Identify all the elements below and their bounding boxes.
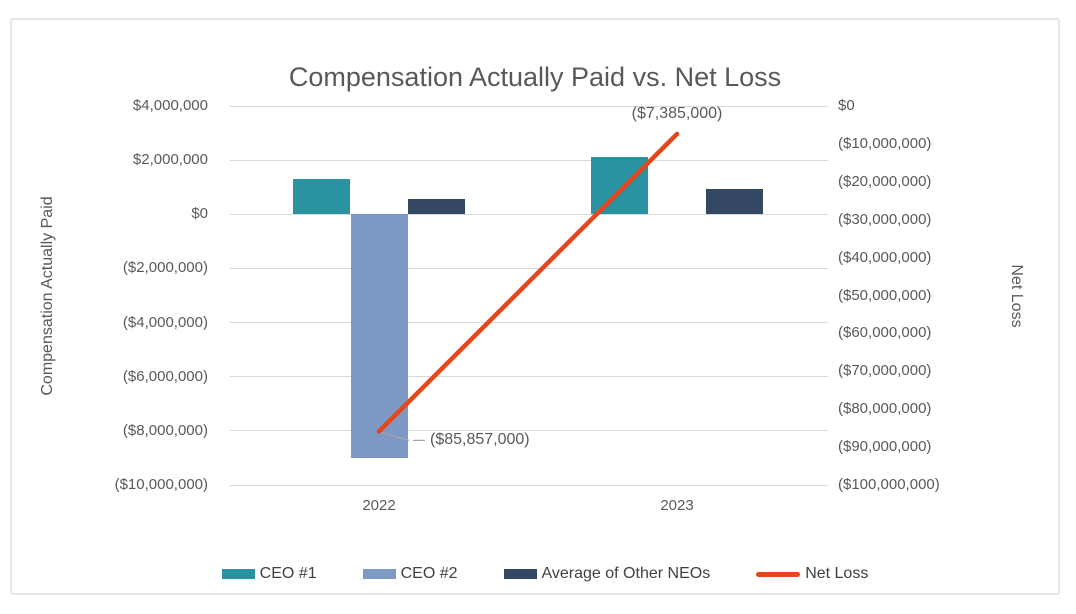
left-axis-tick-label: ($4,000,000) xyxy=(122,313,208,331)
right-axis-tick-label: ($60,000,000) xyxy=(838,324,932,342)
bar-ceo-2-2022 xyxy=(350,214,408,458)
x-axis-category-label: 2022 xyxy=(362,497,396,514)
legend-item-net-loss: Net Loss xyxy=(756,565,868,583)
left-axis-tick-label: $4,000,000 xyxy=(132,97,208,114)
gridline xyxy=(230,322,828,324)
right-axis-tick-label: $0 xyxy=(838,97,855,114)
gridline xyxy=(230,376,828,378)
left-axis-tick-label: $0 xyxy=(191,205,208,223)
bar-average-of-other-neos-2022 xyxy=(408,199,465,215)
bar-ceo-1-2023 xyxy=(591,157,648,215)
right-axis-tick-label: ($10,000,000) xyxy=(838,134,932,152)
legend-label: CEO #2 xyxy=(400,565,458,582)
gridline xyxy=(230,159,828,161)
right-axis-tick-label: ($80,000,000) xyxy=(838,400,932,418)
legend-swatch-average-of-other-neos xyxy=(503,569,537,579)
bar-average-of-other-neos-2023 xyxy=(706,188,763,215)
net-loss-data-label-2022: ($85,857,000) xyxy=(430,431,530,449)
right-axis-tick-label: ($50,000,000) xyxy=(838,286,932,304)
bar-ceo-1-2022 xyxy=(293,179,350,215)
legend-label: Net Loss xyxy=(805,565,869,582)
right-axis-tick-label: ($100,000,000) xyxy=(838,476,940,493)
x-axis-category-label: 2023 xyxy=(660,497,694,514)
gridline xyxy=(230,105,828,107)
legend-item-ceo-1: CEO #1 xyxy=(221,565,317,583)
chart-title: Compensation Actually Paid vs. Net Loss xyxy=(288,62,782,92)
legend-line-swatch xyxy=(756,571,801,577)
left-axis-tick-label: ($10,000,000) xyxy=(114,476,208,493)
left-axis-tick-label: ($6,000,000) xyxy=(122,367,208,385)
right-axis-tick-label: ($90,000,000) xyxy=(838,438,932,456)
left-axis-tick-label: ($8,000,000) xyxy=(122,421,208,439)
right-axis-tick-label: ($20,000,000) xyxy=(838,172,932,190)
left-axis-tick-label: ($2,000,000) xyxy=(122,259,208,277)
chart-card: Compensation Actually Paid vs. Net Loss … xyxy=(10,18,1060,595)
gridline xyxy=(230,484,828,486)
net-loss-data-label-2023: ($7,385,000) xyxy=(631,104,723,122)
right-axis-tick-label: ($70,000,000) xyxy=(838,362,932,380)
legend-swatch-ceo-1 xyxy=(221,569,255,579)
left-axis-title: Compensation Actually Paid xyxy=(39,196,56,396)
legend-label: Average of Other NEOs xyxy=(541,565,711,582)
right-axis-title: Net Loss xyxy=(1008,264,1025,328)
gridline xyxy=(230,267,828,269)
legend-label: CEO #1 xyxy=(259,565,317,582)
chart-legend: CEO #1 CEO #2 Average of Other NEOs Net Los… xyxy=(22,561,1068,587)
legend-item-average-of-other-neos: Average of Other NEOs xyxy=(503,565,711,583)
right-axis-tick-label: ($40,000,000) xyxy=(838,248,932,266)
legend-item-ceo-2: CEO #2 xyxy=(362,565,458,583)
left-axis-tick-label: $2,000,000 xyxy=(132,151,208,169)
right-axis-tick-label: ($30,000,000) xyxy=(838,210,932,228)
legend-swatch-ceo-2 xyxy=(362,569,396,579)
